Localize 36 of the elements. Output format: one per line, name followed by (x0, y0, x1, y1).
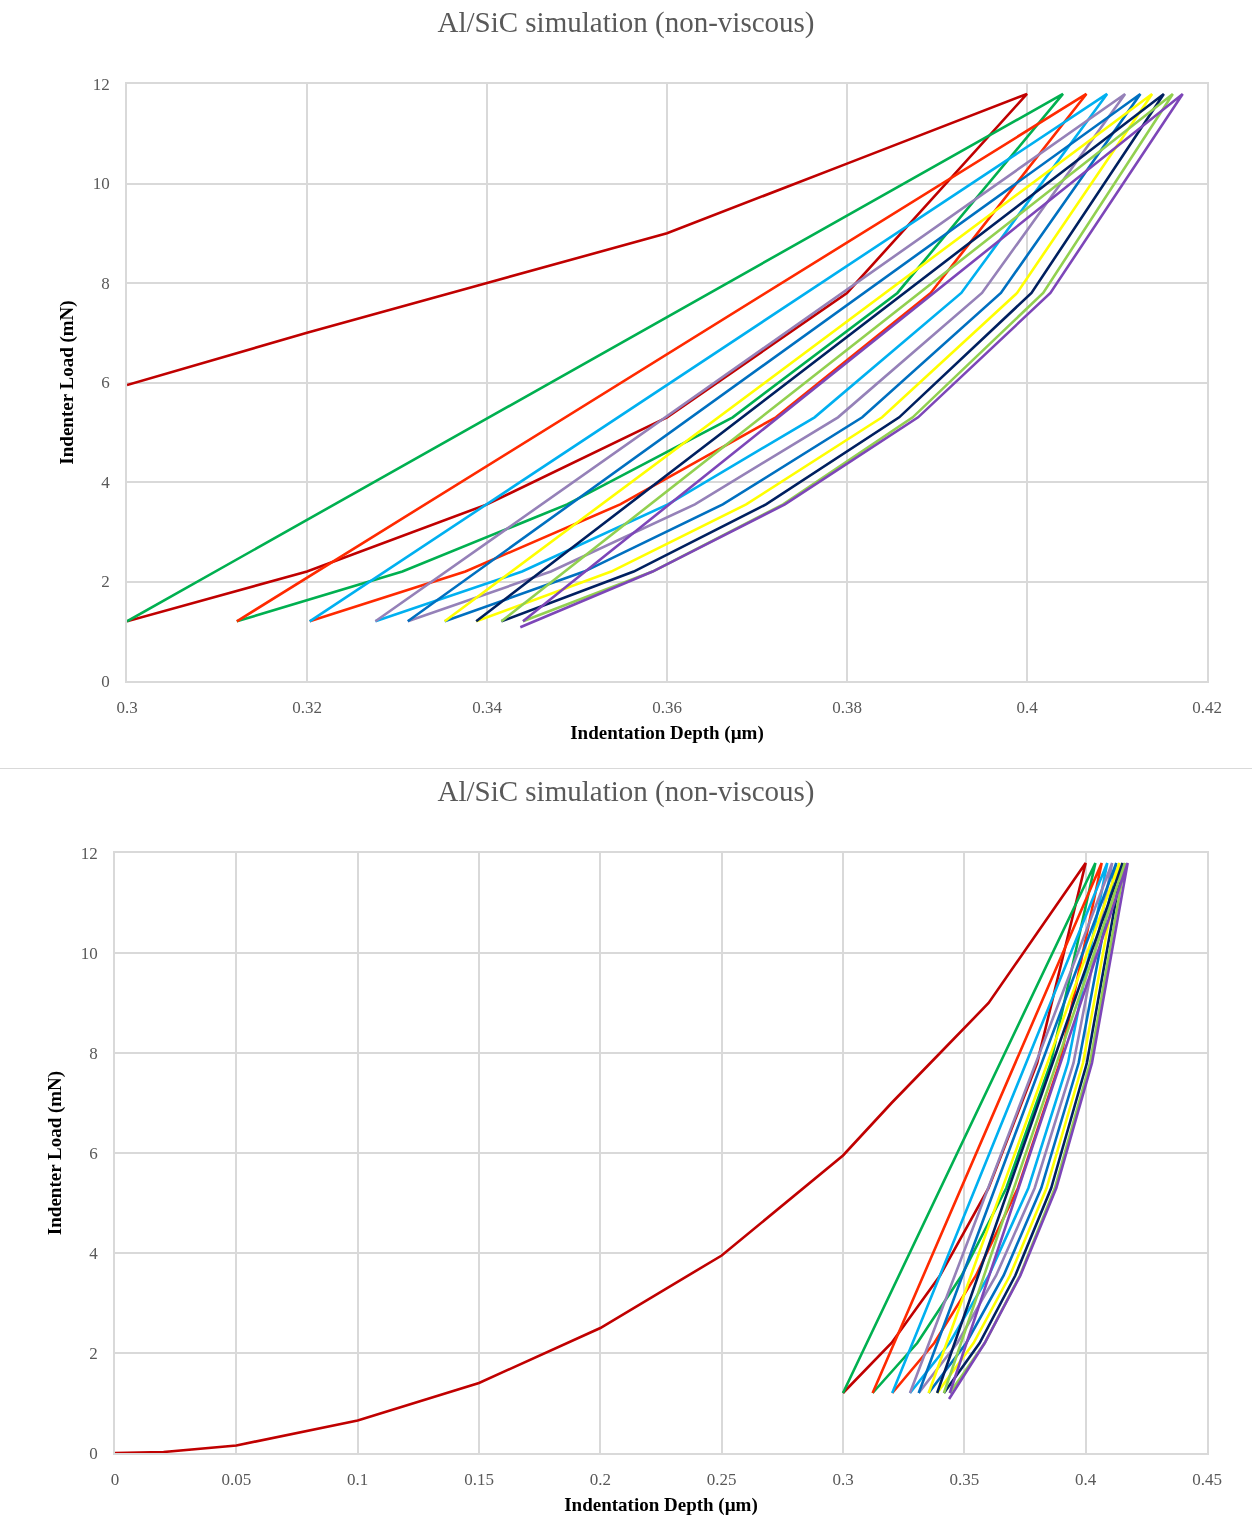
x-tick-label: 0.42 (1192, 698, 1222, 718)
x-tick-label: 0.36 (652, 698, 682, 718)
x-tick-label: 0.4 (1075, 1470, 1097, 1490)
y-tick-label: 0 (101, 671, 110, 691)
x-tick-label: 0.2 (589, 1470, 611, 1490)
y-tick-label: 4 (101, 472, 111, 492)
x-tick-label: 0.1 (347, 1470, 369, 1490)
x-axis-title: Indentation Depth (µm) (570, 722, 764, 745)
x-tick-label: 0.45 (1192, 1470, 1222, 1490)
y-tick-label: 2 (89, 1343, 98, 1363)
y-axis-title: Indenter Load (mN) (44, 1070, 67, 1236)
x-tick-label: 0.05 (221, 1470, 252, 1490)
y-tick-label: 6 (89, 1143, 98, 1163)
y-tick-label: 10 (80, 943, 98, 963)
y-tick-label: 2 (101, 572, 110, 592)
x-tick-label: 0.3 (832, 1470, 854, 1490)
y-tick-label: 10 (92, 174, 110, 194)
chart-title: Al/SiC simulation (non-viscous) (437, 5, 815, 39)
x-tick-label: 0.15 (464, 1470, 494, 1490)
x-tick-label: 0.34 (472, 698, 503, 718)
y-tick-label: 0 (89, 1443, 98, 1463)
x-tick-label: 0.25 (706, 1470, 737, 1490)
y-tick-label: 6 (101, 373, 110, 393)
y-axis-title: Indenter Load (mN) (56, 300, 79, 465)
x-tick-label: 0.35 (949, 1470, 980, 1490)
x-tick-label: 0.3 (116, 698, 138, 718)
chart-title: Al/SiC simulation (non-viscous) (437, 774, 815, 808)
y-tick-label: 12 (80, 843, 98, 863)
x-axis-title: Indentation Depth (µm) (564, 1494, 758, 1517)
x-tick-label: 0.4 (1016, 698, 1039, 718)
y-tick-label: 12 (92, 74, 110, 94)
y-tick-label: 4 (89, 1243, 99, 1263)
x-tick-label: 0.32 (292, 698, 322, 718)
x-tick-label: 0.38 (832, 698, 862, 718)
y-tick-label: 8 (89, 1043, 98, 1063)
y-tick-label: 8 (101, 273, 110, 293)
